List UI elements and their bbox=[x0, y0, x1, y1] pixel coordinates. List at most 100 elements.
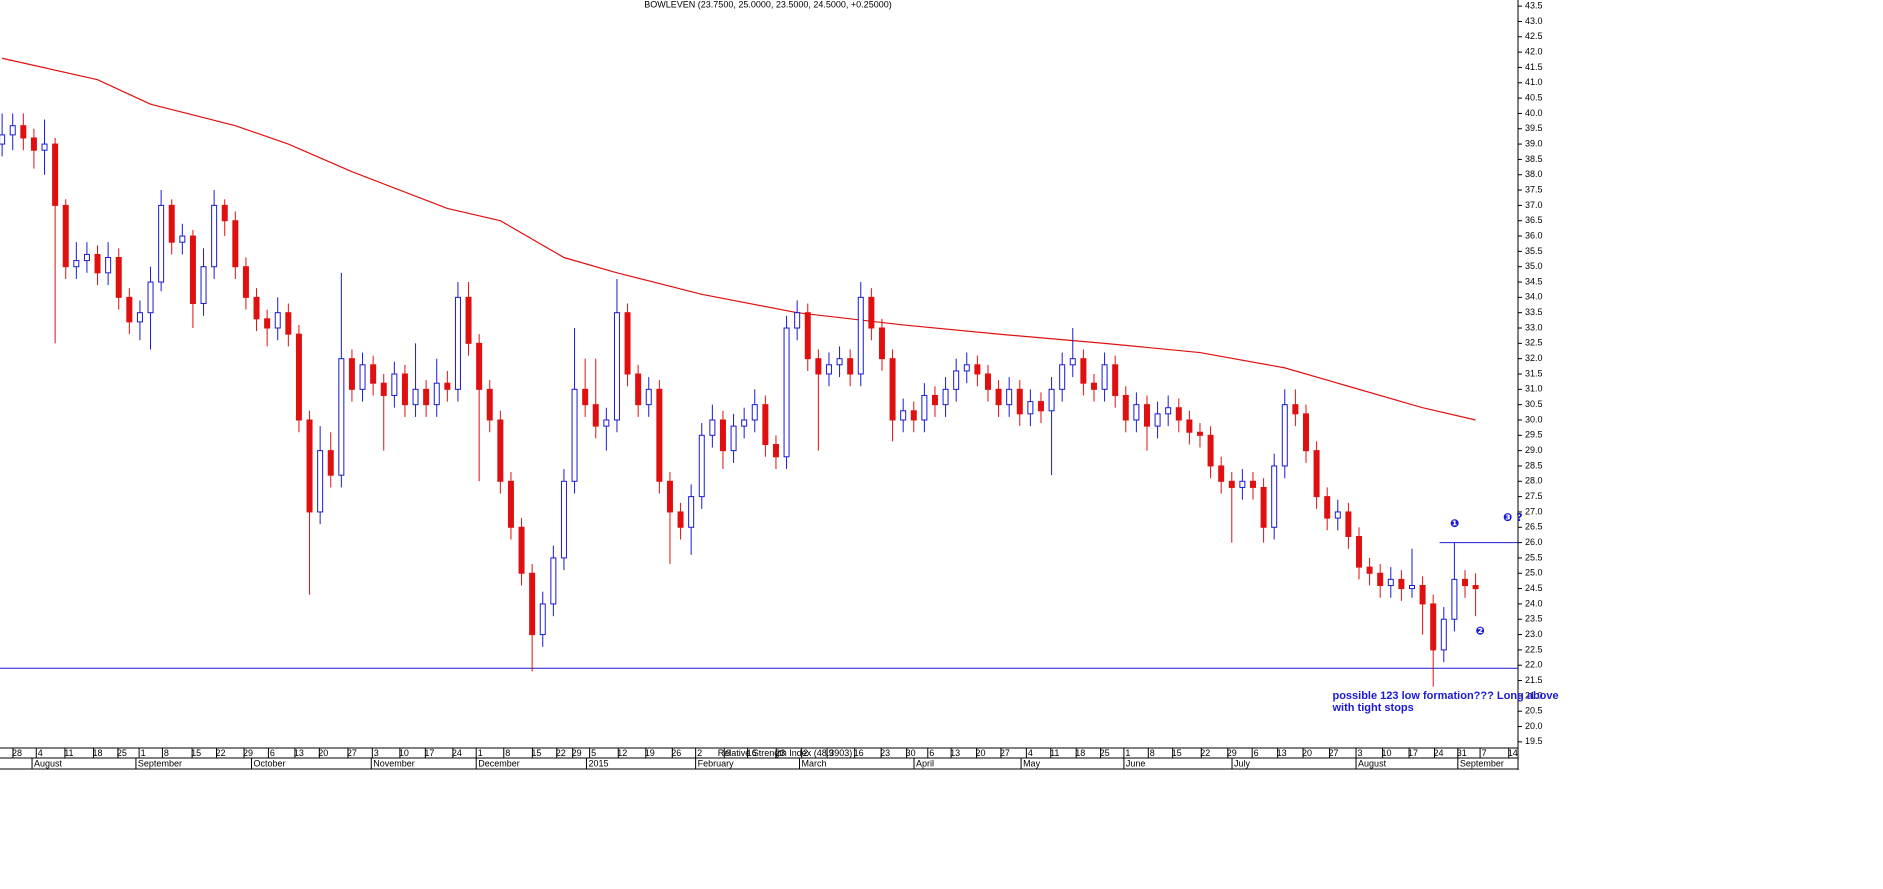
candle-body bbox=[62, 204, 69, 268]
x-tick-label: 18 bbox=[1075, 748, 1085, 758]
candle-body bbox=[1239, 480, 1246, 488]
candle-body bbox=[380, 382, 387, 396]
x-tick-label: 4 bbox=[1028, 748, 1033, 758]
candle-body bbox=[1313, 450, 1320, 498]
candle-body bbox=[306, 419, 313, 513]
candle-body bbox=[1292, 404, 1299, 415]
y-tick-label: 37.0 bbox=[1525, 200, 1543, 210]
candle-body bbox=[136, 312, 143, 323]
candle-body bbox=[666, 480, 673, 513]
month-label: May bbox=[1023, 758, 1041, 768]
x-tick-label: 1 bbox=[478, 748, 483, 758]
x-tick-label: 5 bbox=[591, 748, 596, 758]
candle-body bbox=[529, 572, 536, 636]
x-tick-label: 20 bbox=[976, 748, 986, 758]
candle-body bbox=[868, 296, 875, 329]
x-tick-label: 10 bbox=[399, 748, 409, 758]
annotation: with tight stops bbox=[1331, 702, 1413, 714]
candle-body bbox=[1366, 566, 1373, 574]
candle-body bbox=[1016, 388, 1023, 415]
candle-body bbox=[1345, 511, 1352, 537]
candle-body bbox=[507, 480, 514, 528]
y-tick-label: 39.0 bbox=[1525, 138, 1543, 148]
candle-body bbox=[1472, 585, 1479, 590]
candle-body bbox=[433, 382, 440, 406]
x-tick-label: 13 bbox=[1277, 748, 1287, 758]
y-tick-label: 26.5 bbox=[1525, 522, 1543, 532]
candle-body bbox=[857, 296, 864, 375]
candle-body bbox=[338, 358, 345, 476]
x-tick-label: 17 bbox=[1408, 748, 1418, 758]
x-tick-label: 13 bbox=[950, 748, 960, 758]
candle-body bbox=[454, 296, 461, 390]
candle-body bbox=[613, 312, 620, 421]
candle-body bbox=[486, 388, 493, 421]
x-tick-label: 19 bbox=[645, 748, 655, 758]
annotation: ❷ bbox=[1476, 625, 1485, 638]
month-label: September bbox=[1460, 758, 1504, 768]
candle-body bbox=[73, 260, 80, 268]
y-tick-label: 33.0 bbox=[1525, 322, 1543, 332]
candle-body bbox=[1302, 413, 1309, 452]
x-tick-label: 30 bbox=[906, 748, 916, 758]
candle-body bbox=[1324, 496, 1331, 519]
indicator-label: Relative Strength Index (48.3903) bbox=[718, 748, 853, 758]
candle-body bbox=[603, 419, 610, 427]
candle-body bbox=[158, 204, 165, 283]
x-tick-label: 16 bbox=[854, 748, 864, 758]
candle-body bbox=[698, 434, 705, 498]
candle-body bbox=[1398, 578, 1405, 590]
x-tick-label: 2 bbox=[697, 748, 702, 758]
month-label: August bbox=[1358, 758, 1387, 768]
candle-body bbox=[783, 327, 790, 458]
candle-body bbox=[221, 204, 228, 222]
y-tick-label: 24.5 bbox=[1525, 583, 1543, 593]
candle-body bbox=[1207, 434, 1214, 467]
x-tick-label: 15 bbox=[191, 748, 201, 758]
x-tick-label: 20 bbox=[318, 748, 328, 758]
candle-body bbox=[1037, 401, 1044, 412]
x-tick-label: 10 bbox=[1382, 748, 1392, 758]
y-tick-label: 22.5 bbox=[1525, 644, 1543, 654]
candle-body bbox=[295, 333, 302, 421]
x-tick-label: 29 bbox=[243, 748, 253, 758]
candle-body bbox=[1355, 535, 1362, 568]
candle-body bbox=[1281, 404, 1288, 467]
y-tick-label: 19.5 bbox=[1525, 736, 1543, 746]
candle-body bbox=[1260, 486, 1267, 528]
candle-body bbox=[391, 373, 398, 396]
x-tick-label: 8 bbox=[505, 748, 510, 758]
month-label: November bbox=[373, 758, 415, 768]
candle-body bbox=[1090, 382, 1097, 390]
x-tick-label: 3 bbox=[374, 748, 379, 758]
month-label: 2015 bbox=[588, 758, 608, 768]
candle-body bbox=[1419, 585, 1426, 605]
candle-body bbox=[401, 373, 408, 406]
candle-body bbox=[1377, 572, 1384, 587]
y-tick-label: 23.5 bbox=[1525, 614, 1543, 624]
candle-body bbox=[624, 312, 631, 375]
y-tick-label: 26.0 bbox=[1525, 537, 1543, 547]
x-tick-label: 13 bbox=[294, 748, 304, 758]
candle-body bbox=[83, 253, 90, 262]
candle-body bbox=[348, 358, 355, 390]
candle-body bbox=[274, 312, 281, 329]
y-tick-label: 27.0 bbox=[1525, 506, 1543, 516]
x-tick-label: 25 bbox=[1100, 748, 1110, 758]
y-tick-label: 25.5 bbox=[1525, 552, 1543, 562]
x-tick-label: 3 bbox=[1358, 748, 1363, 758]
candle-body bbox=[444, 382, 451, 390]
y-tick-label: 21.0 bbox=[1525, 690, 1543, 700]
x-tick-label: 22 bbox=[1200, 748, 1210, 758]
candle-body bbox=[518, 526, 525, 574]
x-tick-label: 29 bbox=[1227, 748, 1237, 758]
candle-body bbox=[242, 266, 249, 298]
candle-body bbox=[285, 312, 292, 335]
month-label: August bbox=[34, 758, 63, 768]
candle-body bbox=[550, 557, 557, 605]
y-tick-label: 32.0 bbox=[1525, 353, 1543, 363]
month-label: June bbox=[1126, 758, 1146, 768]
x-tick-label: 26 bbox=[671, 748, 681, 758]
annotation: possible 123 low formation??? Long above bbox=[1332, 690, 1558, 702]
